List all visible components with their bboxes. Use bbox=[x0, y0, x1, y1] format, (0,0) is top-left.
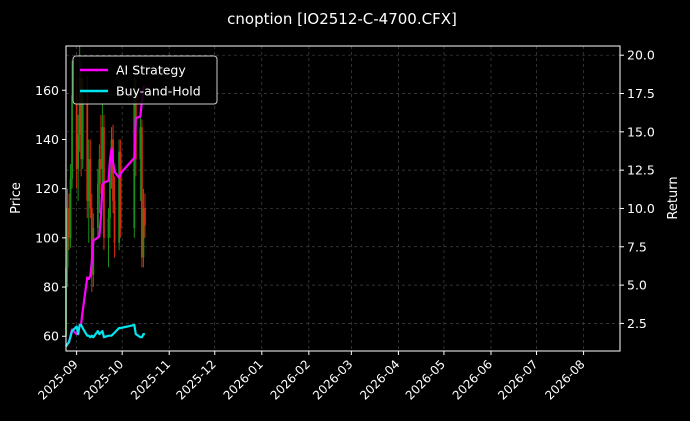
candle bbox=[100, 114, 102, 194]
right-tick-label: 12.5 bbox=[627, 163, 655, 178]
candle-body bbox=[100, 159, 102, 169]
left-tick-label: 140 bbox=[35, 132, 59, 147]
candle-body bbox=[75, 95, 78, 169]
candle bbox=[68, 193, 70, 251]
left-tick-label: 60 bbox=[43, 329, 59, 344]
right-tick-label: 2.5 bbox=[627, 316, 647, 331]
candle-body bbox=[142, 208, 145, 258]
candle-body bbox=[86, 95, 89, 201]
left-axis: 60 80 100 120 140 160 bbox=[35, 83, 66, 344]
right-axis: 2.5 5.0 7.5 10.0 12.5 15.0 17.5 20.0 bbox=[620, 48, 655, 331]
candle-body bbox=[139, 127, 142, 160]
candle bbox=[107, 208, 110, 268]
candle-body bbox=[107, 218, 110, 238]
candle-body bbox=[112, 139, 114, 201]
candle-body bbox=[68, 208, 70, 238]
candle bbox=[113, 176, 116, 258]
right-tick-label: 20.0 bbox=[627, 48, 655, 63]
candle bbox=[87, 139, 90, 243]
right-tick-label: 15.0 bbox=[627, 124, 655, 139]
candle bbox=[90, 193, 93, 292]
left-tick-label: 160 bbox=[35, 83, 59, 98]
candle-body bbox=[118, 151, 121, 243]
candle-body bbox=[80, 77, 83, 160]
candle-body bbox=[78, 77, 81, 135]
candle bbox=[109, 164, 111, 238]
return-lines bbox=[65, 85, 146, 348]
candle bbox=[96, 168, 99, 238]
candle-body bbox=[71, 95, 73, 179]
right-tick-label: 7.5 bbox=[627, 239, 647, 254]
candle bbox=[69, 164, 72, 248]
left-tick-label: 120 bbox=[35, 181, 59, 196]
candle-body bbox=[109, 173, 111, 219]
candle bbox=[140, 119, 143, 268]
candle bbox=[89, 139, 92, 219]
candle bbox=[139, 109, 142, 201]
candle bbox=[66, 188, 69, 288]
legend: AI Strategy Buy-and-Hold bbox=[72, 55, 218, 105]
candle-body bbox=[119, 151, 122, 229]
left-tick-label: 80 bbox=[43, 280, 59, 295]
candle bbox=[144, 193, 146, 238]
candle-body bbox=[98, 159, 101, 184]
y-axis-label-left: Price bbox=[9, 182, 24, 214]
candle-body bbox=[133, 95, 136, 229]
legend-box bbox=[72, 55, 218, 105]
legend-label-buy-and-hold: Buy-and-Hold bbox=[116, 84, 201, 99]
candle-body bbox=[144, 208, 146, 226]
candle-body bbox=[89, 159, 92, 209]
candle bbox=[118, 139, 121, 251]
y-axis-label-right: Return bbox=[666, 176, 681, 219]
candle-body bbox=[90, 208, 93, 275]
candle bbox=[77, 114, 80, 201]
plot-frame bbox=[65, 45, 621, 352]
chart-title: cnoption [IO2512-C-4700.CFX] bbox=[227, 10, 457, 28]
right-tick-label: 10.0 bbox=[627, 201, 655, 216]
candle-body bbox=[96, 183, 99, 229]
buy-and-hold-line bbox=[65, 323, 145, 348]
candle bbox=[71, 60, 73, 189]
right-tick-label: 17.5 bbox=[627, 86, 655, 101]
candle bbox=[142, 188, 145, 268]
legend-label-ai-strategy: AI Strategy bbox=[116, 63, 186, 78]
left-tick-label: 100 bbox=[35, 230, 59, 245]
candle-body bbox=[113, 200, 116, 243]
candle-body bbox=[87, 159, 90, 201]
candle-body bbox=[101, 127, 104, 169]
candle-body bbox=[69, 178, 72, 238]
right-tick-label: 5.0 bbox=[627, 278, 647, 293]
candle-body bbox=[66, 208, 69, 268]
candle bbox=[98, 144, 101, 214]
candle-body bbox=[140, 127, 143, 258]
candle-body bbox=[77, 134, 80, 169]
candle-body bbox=[81, 95, 84, 160]
candle bbox=[119, 139, 122, 238]
